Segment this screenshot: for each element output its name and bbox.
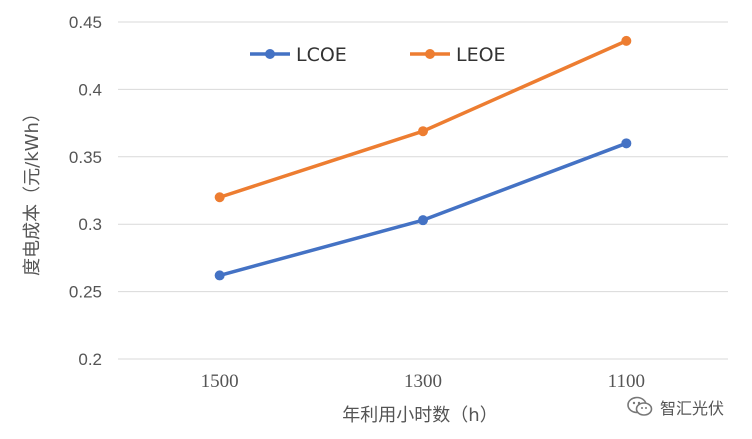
series-lines (214, 35, 632, 281)
legend-item-lcoe: LCOE (250, 44, 347, 66)
legend-swatch-marker (425, 49, 435, 59)
grid-lines (118, 21, 728, 360)
legend-label: LEOE (456, 44, 506, 66)
x-axis-title: 年利用小时数（h） (342, 405, 497, 426)
data-point-lcoe (621, 138, 632, 149)
y-tick-label: 0.35 (69, 148, 102, 167)
legend-item-leoe: LEOE (410, 44, 506, 66)
y-tick-label: 0.3 (78, 215, 102, 234)
x-tick-labels: 1500 1300 1100 (201, 371, 645, 392)
watermark: 智汇光伏 (626, 394, 724, 420)
series-line-lcoe (219, 141, 627, 278)
x-tick-label: 1500 (201, 371, 239, 392)
legend-label: LCOE (296, 44, 347, 66)
y-axis-title: 度电成本（元/kWh） (22, 104, 43, 276)
watermark-text: 智汇光伏 (660, 399, 725, 418)
legend-swatch-marker (265, 49, 275, 59)
y-tick-label: 0.25 (69, 283, 102, 302)
data-point-leoe (214, 192, 225, 203)
data-point-lcoe (418, 215, 428, 226)
legend: LCOE LEOE (250, 44, 506, 66)
y-tick-label: 0.4 (78, 80, 102, 99)
series-line-leoe (219, 39, 628, 199)
data-point-lcoe (214, 270, 225, 281)
data-point-leoe (418, 126, 428, 137)
wechat-icon (627, 396, 653, 416)
y-tick-labels: 0.2 0.25 0.3 0.35 0.4 0.45 (69, 13, 102, 369)
data-point-leoe (621, 35, 632, 46)
x-tick-label: 1300 (404, 371, 442, 392)
y-tick-label: 0.45 (69, 13, 102, 32)
y-tick-label: 0.2 (78, 350, 102, 369)
x-tick-label: 1100 (608, 371, 645, 392)
